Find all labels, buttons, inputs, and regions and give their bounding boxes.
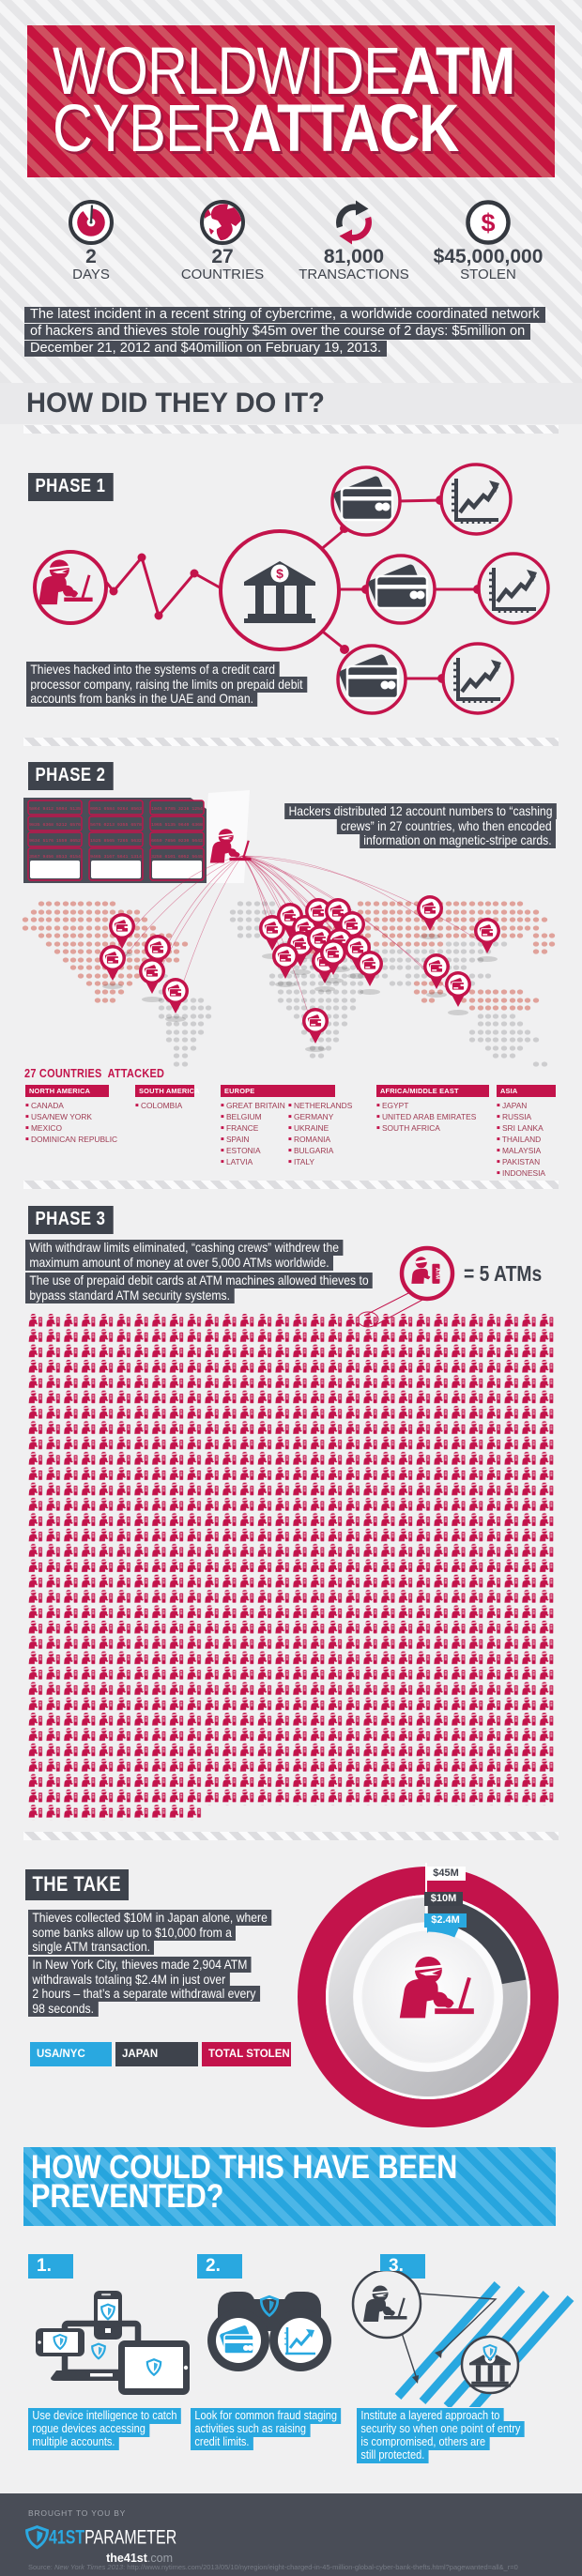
svg-text:1945 9785 3216 1254: 1945 9785 3216 1254: [151, 806, 203, 812]
svg-text:$: $: [276, 566, 283, 581]
svg-text:0951 6584 9264 8563: 0951 6584 9264 8563: [90, 806, 142, 812]
svg-text:ATM: ATM: [434, 1268, 439, 1279]
svg-text:3258 6101 6052 5645: 3258 6101 6052 5645: [151, 854, 203, 860]
svg-text:the41st.com: the41st.com: [106, 2552, 173, 2565]
svg-text:$: $: [481, 209, 495, 237]
svg-text:1965 5135 9640 6368: 1965 5135 9640 6368: [151, 822, 203, 828]
svg-text:5864 9412 5994 5135: 5864 9412 5994 5135: [29, 806, 81, 812]
svg-text:9465 3167 5641 1314: 9465 3167 5641 1314: [90, 854, 142, 860]
svg-text:41STPARAMETER: 41STPARAMETER: [49, 2525, 176, 2548]
svg-text:1525 8565 7265 5632: 1525 8565 7265 5632: [90, 838, 142, 844]
svg-text:5676 0213 9355 6578: 5676 0213 9355 6578: [90, 822, 142, 828]
svg-text:9634 5176 1559 8652: 9634 5176 1559 8652: [29, 838, 81, 844]
svg-text:3567 9456 8513 0154: 3567 9456 8513 0154: [29, 854, 81, 860]
svg-text:9835 6368 5212 6576: 9835 6368 5212 6576: [29, 822, 81, 828]
svg-text:6659 7856 0230 5642: 6659 7856 0230 5642: [151, 838, 203, 844]
